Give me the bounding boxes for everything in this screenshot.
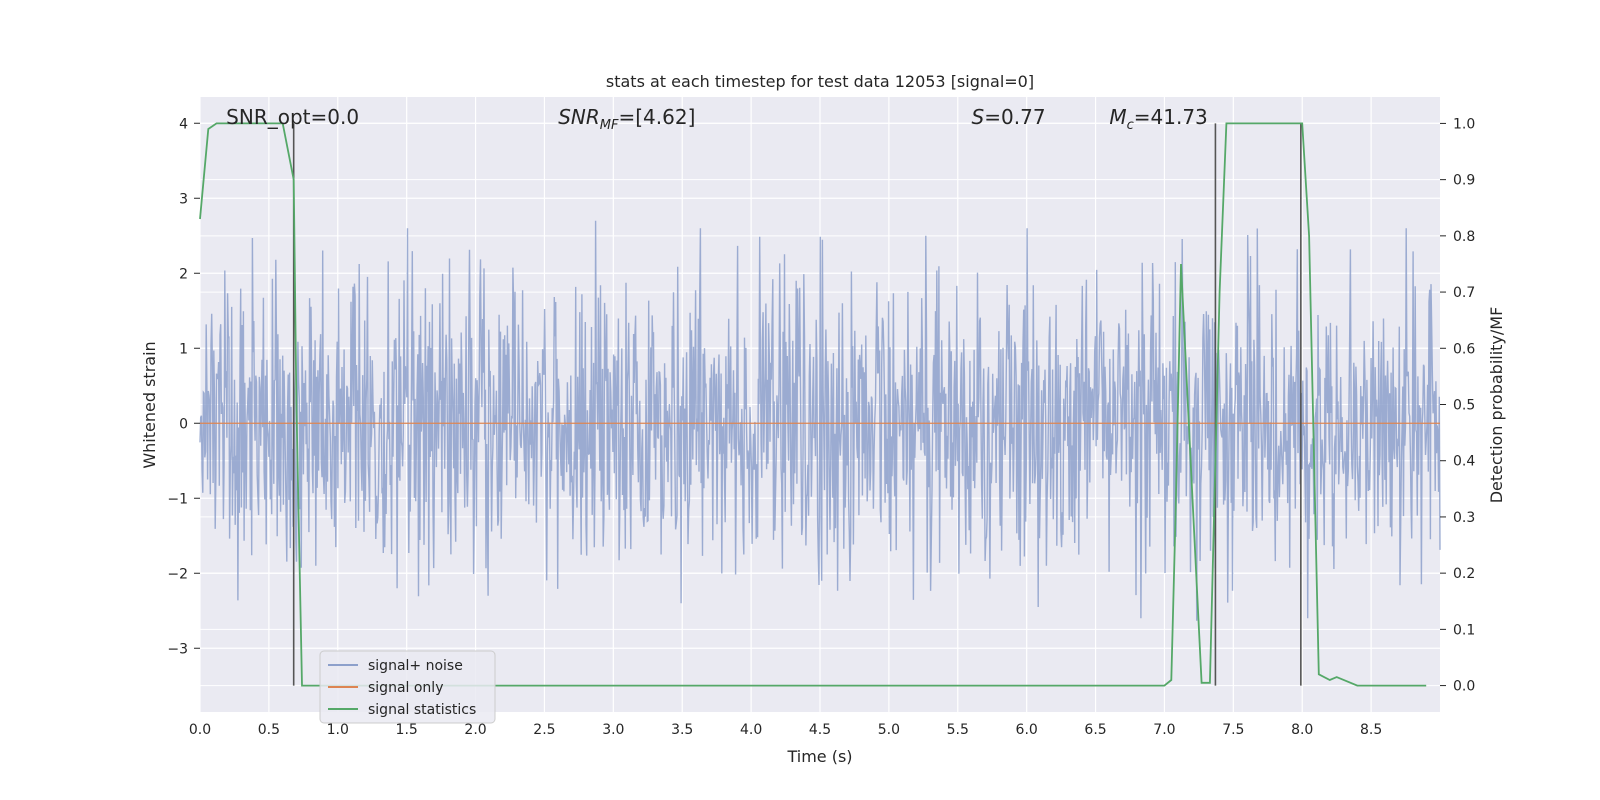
annotations: SNR_opt=0.0 SNRMF=[4.62] S=0.77 Mc=41.73: [226, 105, 1208, 133]
x-tick-label: 1.0: [327, 722, 349, 738]
x-tick-label: 2.5: [533, 722, 555, 738]
annotation-text: SNR_opt=0.0: [226, 105, 359, 129]
y-right-tick-label: 0.6: [1453, 341, 1475, 357]
x-tick-label: 3.0: [602, 722, 624, 738]
signal-plus-noise-series: [199, 220, 1441, 621]
y-right-tick-label: 1.0: [1453, 116, 1475, 132]
chart-title: stats at each timestep for test data 120…: [606, 72, 1034, 91]
x-tick-label: 0.5: [258, 722, 280, 738]
y-right-tick-label: 0.5: [1453, 398, 1475, 414]
x-tick-label: 4.5: [809, 722, 831, 738]
series-line-signal-plus-noise: [199, 220, 1441, 621]
y-right-tick-label: 0.2: [1453, 566, 1475, 582]
x-tick-label: 5.0: [878, 722, 900, 738]
annotation-text: S=0.77: [972, 105, 1046, 129]
y-left-tick-label: 4: [179, 116, 188, 132]
y-right-tick-label: 0.3: [1453, 510, 1475, 526]
y-left-tick-label: 0: [179, 416, 188, 432]
x-tick-label: 1.5: [396, 722, 418, 738]
y-right-tick-label: 0.4: [1453, 454, 1475, 470]
legend: signal+ noise signal only signal statistic…: [319, 650, 496, 724]
x-tick-label: 3.5: [671, 722, 693, 738]
y-right-axis-label: Detection probability/MF: [1487, 307, 1506, 504]
series-line-signal-statistics: [199, 122, 1427, 687]
y-left-axis-ticks: 4 3 2 1 0 −1 −2 −3: [167, 116, 200, 657]
y-right-axis-ticks: 1.0 0.9 0.8 0.7 0.6 0.5 0.4 0.3 0.2 0.1 0.0: [1440, 116, 1475, 695]
x-tick-label: 7.5: [1222, 722, 1244, 738]
y-left-tick-label: 1: [179, 341, 188, 357]
legend-entry-label: signal statistics: [368, 702, 476, 718]
y-left-tick-label: −1: [167, 491, 188, 507]
x-axis-ticks: 0.0 0.5 1.0 1.5 2.0 2.5 3.0 3.5 4.0 4.5 5.0 5.5 6.0 6…: [189, 722, 1382, 738]
x-tick-label: 2.0: [464, 722, 486, 738]
y-left-tick-label: 3: [179, 191, 188, 207]
annotation-text: SNRMF=[4.62]: [558, 105, 695, 133]
y-left-axis-label: Whitened strain: [140, 341, 159, 468]
x-tick-label: 0.0: [189, 722, 211, 738]
y-right-tick-label: 0.7: [1453, 285, 1475, 301]
y-right-tick-label: 0.0: [1453, 679, 1475, 695]
y-left-tick-label: −3: [167, 641, 188, 657]
signal-statistics-series: [199, 122, 1427, 687]
x-tick-label: 6.5: [1084, 722, 1106, 738]
x-tick-label: 8.0: [1291, 722, 1313, 738]
legend-box: [319, 650, 496, 724]
legend-entry-label: signal only: [368, 680, 443, 696]
x-tick-label: 6.0: [1016, 722, 1038, 738]
y-right-tick-label: 0.1: [1453, 622, 1475, 638]
y-left-tick-label: 2: [179, 266, 188, 282]
annotation-text: Mc=41.73: [1109, 105, 1207, 133]
x-tick-label: 8.5: [1360, 722, 1382, 738]
y-right-tick-label: 0.8: [1453, 229, 1475, 245]
legend-entry-label: signal+ noise: [368, 658, 463, 674]
x-tick-label: 7.0: [1153, 722, 1175, 738]
y-right-tick-label: 0.9: [1453, 173, 1475, 189]
x-tick-label: 5.5: [947, 722, 969, 738]
x-axis-label: Time (s): [786, 747, 852, 766]
y-left-tick-label: −2: [167, 566, 188, 582]
x-tick-label: 4.0: [740, 722, 762, 738]
